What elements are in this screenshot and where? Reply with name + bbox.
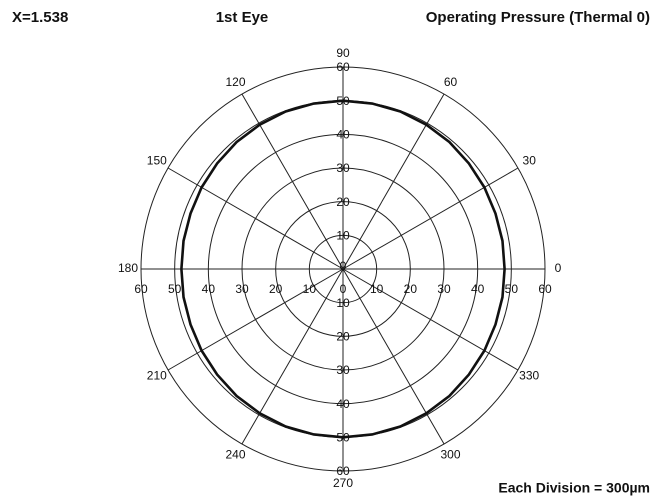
r-tick-label: 30 <box>336 363 350 377</box>
spoke <box>167 167 344 270</box>
r-tick-label: 30 <box>336 161 350 175</box>
r-tick-label: 60 <box>538 282 552 296</box>
r-tick-label: 10 <box>336 296 350 310</box>
r-tick-label: 10 <box>370 282 384 296</box>
mode-annotation: Operating Pressure (Thermal 0) <box>426 9 650 26</box>
r-tick-label: 40 <box>202 282 216 296</box>
r-tick-label: 40 <box>336 397 350 411</box>
angle-label: 330 <box>519 369 539 383</box>
r-tick-label: 30 <box>437 282 451 296</box>
spoke <box>241 268 344 445</box>
angle-label: 0 <box>555 261 562 275</box>
r-tick-label: 0 <box>340 259 347 273</box>
angle-label: 210 <box>147 369 167 383</box>
spoke <box>342 268 445 445</box>
spoke <box>241 93 344 270</box>
angle-label: 270 <box>333 476 353 490</box>
angle-label: 120 <box>225 75 245 89</box>
spoke <box>342 93 445 270</box>
chart-title: 1st Eye <box>216 9 269 26</box>
spoke <box>342 268 519 371</box>
angle-label: 150 <box>147 154 167 168</box>
r-tick-label: 50 <box>168 282 182 296</box>
r-tick-label: 60 <box>134 282 148 296</box>
angle-label: 60 <box>444 75 458 89</box>
spoke <box>167 268 344 371</box>
r-tick-label: 20 <box>404 282 418 296</box>
r-tick-label: 20 <box>336 195 350 209</box>
x-annotation: X=1.538 <box>12 9 68 26</box>
angle-label: 240 <box>225 447 245 461</box>
r-tick-label: 10 <box>303 282 317 296</box>
r-tick-label: 60 <box>336 60 350 74</box>
angle-label: 30 <box>523 154 537 168</box>
radius-curve <box>180 99 506 439</box>
r-tick-label: 60 <box>336 464 350 478</box>
division-annotation: Each Division = 300µm <box>498 480 650 496</box>
r-tick-label: 0 <box>340 282 347 296</box>
spoke <box>342 167 519 270</box>
angle-label: 180 <box>118 261 138 275</box>
r-tick-label: 30 <box>235 282 249 296</box>
angle-label: 90 <box>336 46 350 60</box>
r-tick-label: 10 <box>336 229 350 243</box>
r-tick-label: 20 <box>269 282 283 296</box>
r-tick-label: 40 <box>336 128 350 142</box>
r-tick-label: 50 <box>505 282 519 296</box>
angle-label: 300 <box>440 447 460 461</box>
r-tick-label: 20 <box>336 330 350 344</box>
r-tick-label: 40 <box>471 282 485 296</box>
